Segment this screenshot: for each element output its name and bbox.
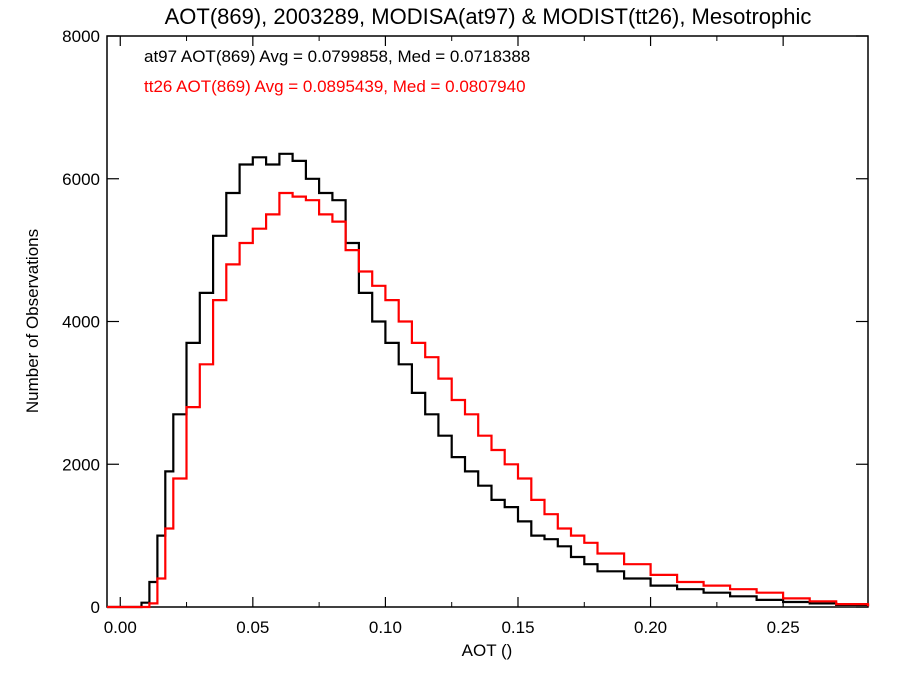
annotation-0: at97 AOT(869) Avg = 0.0799858, Med = 0.0… bbox=[144, 47, 530, 66]
x-axis-label: AOT () bbox=[462, 641, 513, 660]
y-tick-label: 2000 bbox=[62, 455, 100, 474]
x-tick-label: 0.05 bbox=[236, 618, 269, 637]
x-tick-label: 0.20 bbox=[634, 618, 667, 637]
series-layer bbox=[107, 152, 870, 609]
axis-ticks: 0.00 0.05 0.10 0.15 0.20 0.25 0 2000 4000 6000 800… bbox=[62, 27, 868, 637]
y-tick-label: 0 bbox=[91, 598, 100, 617]
annotations: at97 AOT(869) Avg = 0.0799858, Med = 0.0… bbox=[144, 47, 530, 96]
series-line-1 bbox=[107, 191, 870, 609]
y-tick-label: 6000 bbox=[62, 170, 100, 189]
x-tick-label: 0.10 bbox=[369, 618, 402, 637]
x-tick-label: 0.25 bbox=[767, 618, 800, 637]
x-tick-label: 0.00 bbox=[104, 618, 137, 637]
y-axis-label: Number of Observations bbox=[23, 229, 42, 413]
annotation-1: tt26 AOT(869) Avg = 0.0895439, Med = 0.0… bbox=[144, 77, 526, 96]
x-tick-label: 0.15 bbox=[501, 618, 534, 637]
y-tick-label: 4000 bbox=[62, 313, 100, 332]
series-line-0 bbox=[107, 152, 870, 609]
y-tick-label: 8000 bbox=[62, 27, 100, 46]
chart-title: AOT(869), 2003289, MODISA(at97) & MODIST… bbox=[165, 4, 812, 29]
plot-frame bbox=[106, 35, 869, 608]
